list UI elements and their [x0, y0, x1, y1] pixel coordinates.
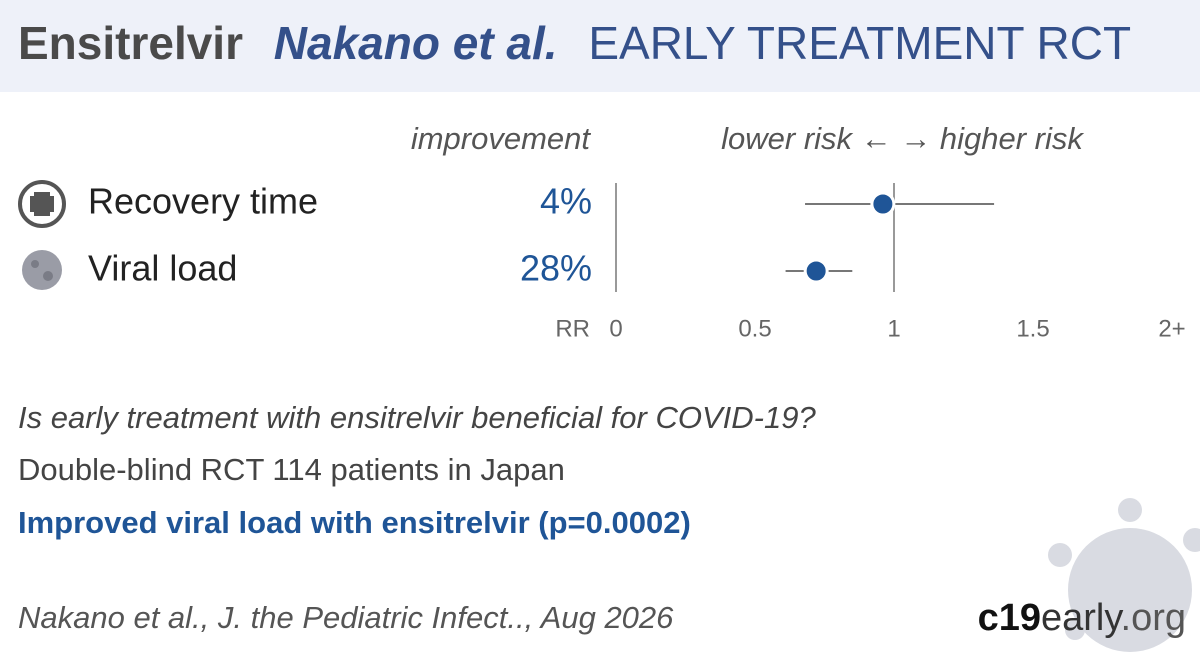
row-name: Recovery time	[88, 181, 318, 222]
drug: Ensitrelvir	[18, 17, 243, 69]
header-band	[0, 0, 1200, 92]
header-title: Ensitrelvir Nakano et al. EARLY TREATMEN…	[18, 17, 1131, 69]
improvement-label: 4%	[540, 181, 592, 222]
study-kind: EARLY TREATMENT RCT	[588, 17, 1131, 69]
point-estimate	[870, 191, 896, 217]
citation: Nakano et al., J. the Pediatric Infect..…	[18, 600, 674, 635]
x-tick-label: 1	[887, 315, 900, 342]
x-tick-label: 1.5	[1016, 315, 1049, 342]
improvement-header: improvement	[411, 121, 592, 156]
x-tick-label: 0.5	[738, 315, 771, 342]
improvement-label: 28%	[520, 248, 592, 289]
virus-decoration	[1048, 498, 1200, 652]
site-c: .org	[1121, 597, 1186, 639]
design: Double-blind RCT 114 patients in Japan	[18, 452, 565, 487]
x-tick-label: 0	[609, 315, 622, 342]
site-b: early	[1041, 597, 1123, 639]
site-a: c19	[978, 597, 1041, 639]
study: Nakano et al.	[274, 17, 558, 69]
row-name: Viral load	[88, 248, 237, 289]
site: c19early.org	[978, 597, 1186, 639]
x-tick-label: 2+	[1158, 315, 1185, 342]
virus-icon	[22, 250, 62, 290]
question: Is early treatment with ensitrelvir bene…	[18, 400, 816, 435]
x-axis-label: RR	[555, 315, 590, 342]
recovery-icon	[18, 180, 66, 228]
point-estimate	[803, 258, 829, 284]
direction-header: lower risk ← → higher risk	[721, 121, 1084, 156]
finding: Improved viral load with ensitrelvir (p=…	[18, 505, 691, 540]
